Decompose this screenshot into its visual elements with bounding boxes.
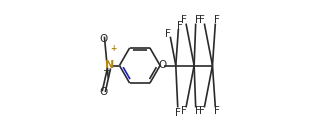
Text: +: + [110,44,116,53]
Text: F: F [199,106,205,116]
Text: F: F [181,106,187,116]
Text: F: F [177,21,183,31]
Text: F: F [175,108,181,118]
Text: O: O [100,87,108,97]
Text: O: O [158,61,167,70]
Text: O: O [100,34,108,44]
Text: F: F [215,15,220,25]
Text: N: N [105,61,114,70]
Text: F: F [215,106,220,116]
Text: F: F [199,15,205,25]
Text: F: F [181,15,187,25]
Text: F: F [165,29,171,39]
Text: F: F [195,106,201,116]
Text: −: − [102,65,109,74]
Text: F: F [195,15,201,25]
